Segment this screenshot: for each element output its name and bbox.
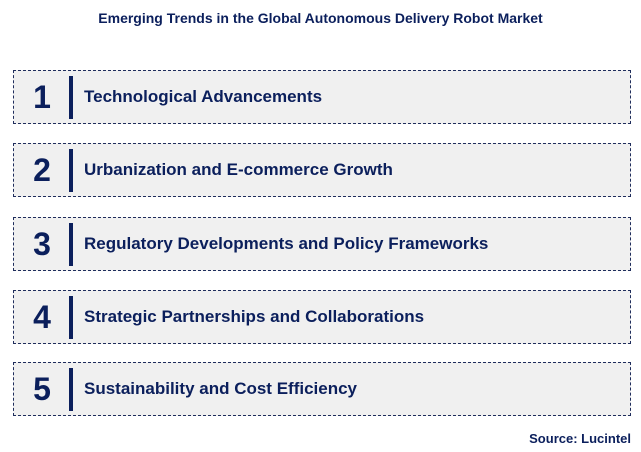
item-label: Technological Advancements [84,87,323,106]
item-number: 1 [33,79,51,115]
source-note: Source: Lucintel [529,431,631,446]
divider-bar [69,368,73,411]
item-label: Urbanization and E-commerce Growth [84,160,393,179]
item-label: Sustainability and Cost Efficiency [84,379,358,398]
divider-bar [69,223,73,266]
item-number: 2 [33,152,51,188]
diagram-title: Emerging Trends in the Global Autonomous… [98,10,543,26]
item-label: Strategic Partnerships and Collaboration… [84,307,425,326]
item-number: 5 [33,371,51,407]
trend-item-3: 3 Regulatory Developments and Policy Fra… [13,217,631,271]
trend-item-5: 5 Sustainability and Cost Efficiency [13,362,631,416]
item-label: Regulatory Developments and Policy Frame… [84,234,489,253]
divider-bar [69,76,73,119]
trend-item-4: 4 Strategic Partnerships and Collaborati… [13,290,631,344]
divider-bar [69,296,73,339]
trend-item-1: 1 Technological Advancements [13,70,631,124]
item-number: 3 [33,226,51,262]
trend-item-2: 2 Urbanization and E-commerce Growth [13,143,631,197]
divider-bar [69,149,73,192]
item-number: 4 [33,299,51,335]
